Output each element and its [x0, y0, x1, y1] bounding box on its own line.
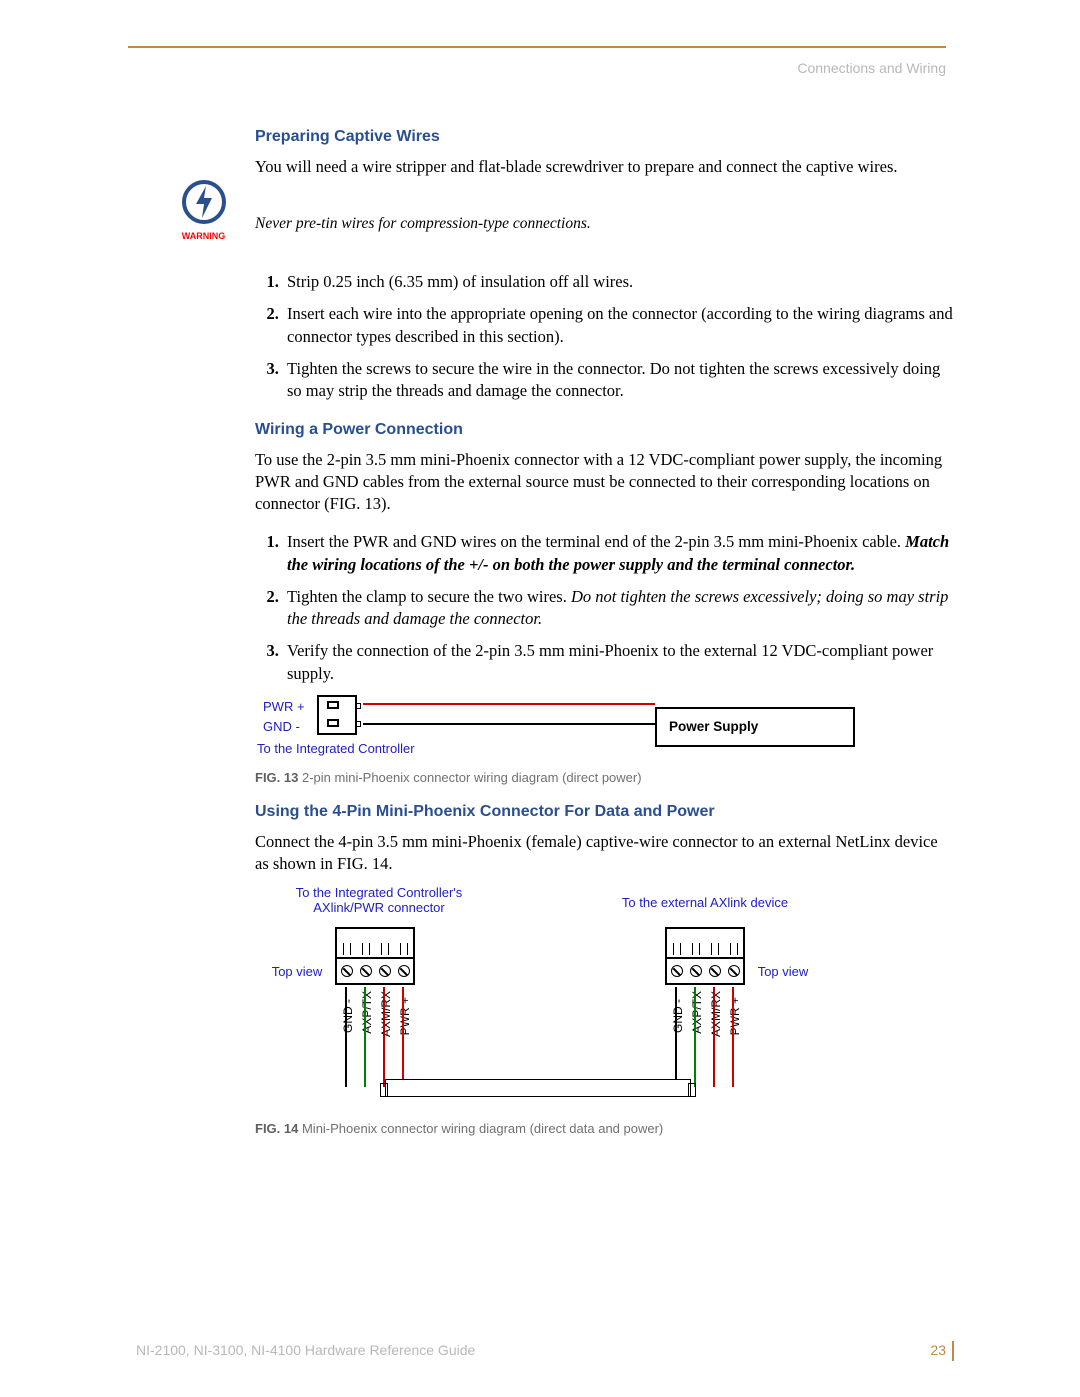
fig13-gnd-wire	[363, 723, 655, 725]
warning-label: WARNING	[176, 231, 231, 241]
step: Strip 0.25 inch (6.35 mm) of insulation …	[283, 271, 955, 293]
heading-wiring: Wiring a Power Connection	[255, 421, 955, 439]
fig13-power-supply: Power Supply	[655, 707, 855, 747]
intro-2: To use the 2-pin 3.5 mm mini-Phoenix con…	[255, 449, 955, 516]
warning-note: Never pre-tin wires for compression-type…	[255, 214, 955, 235]
fig14-cable	[385, 1079, 691, 1097]
figure-13-diagram: PWR + GND - Power Supply To the Integrat…	[255, 695, 875, 760]
footer-left: NI-2100, NI-3100, NI-4100 Hardware Refer…	[136, 1342, 475, 1358]
intro-3: Connect the 4-pin 3.5 mm mini-Phoenix (f…	[255, 831, 955, 876]
step: Verify the connection of the 2-pin 3.5 m…	[283, 640, 955, 685]
fig13-pwr-wire	[363, 703, 655, 705]
fig13-gnd-label: GND -	[263, 719, 300, 734]
warning-icon: WARNING	[176, 180, 231, 241]
footer-page-number: 23	[930, 1342, 946, 1358]
fig13-connector	[317, 695, 357, 735]
fig14-topview-left: Top view	[267, 964, 327, 979]
footer-rule	[952, 1341, 954, 1361]
steps-2: Insert the PWR and GND wires on the term…	[255, 531, 955, 685]
fig13-footer-label: To the Integrated Controller	[257, 741, 415, 756]
top-rule	[128, 46, 946, 48]
step: Insert the PWR and GND wires on the term…	[283, 531, 955, 576]
step: Tighten the screws to secure the wire in…	[283, 358, 955, 403]
fig14-right-header: To the external AXlink device	[595, 895, 815, 910]
fig13-pwr-label: PWR +	[263, 699, 305, 714]
figure-14-diagram: To the Integrated Controller's AXlink/PW…	[275, 891, 835, 1111]
intro-1: You will need a wire stripper and flat-b…	[255, 156, 955, 178]
step: Insert each wire into the appropriate op…	[283, 303, 955, 348]
fig14-left-header: To the Integrated Controller's AXlink/PW…	[269, 885, 489, 915]
heading-4pin: Using the 4-Pin Mini-Phoenix Connector F…	[255, 803, 955, 821]
fig14-caption: FIG. 14 Mini-Phoenix connector wiring di…	[255, 1121, 955, 1136]
steps-1: Strip 0.25 inch (6.35 mm) of insulation …	[255, 271, 955, 402]
fig14-topview-right: Top view	[753, 964, 813, 979]
header-section: Connections and Wiring	[797, 60, 946, 76]
page-content: Preparing Captive Wires You will need a …	[255, 110, 955, 1142]
step: Tighten the clamp to secure the two wire…	[283, 586, 955, 631]
fig13-caption: FIG. 13 2-pin mini-Phoenix connector wir…	[255, 770, 955, 785]
heading-preparing: Preparing Captive Wires	[255, 128, 955, 146]
